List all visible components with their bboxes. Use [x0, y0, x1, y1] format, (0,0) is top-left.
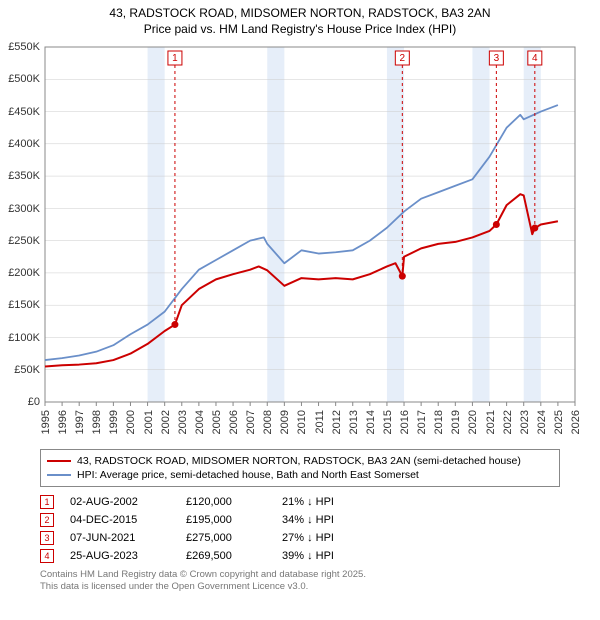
x-axis-label: 2016 [399, 410, 411, 434]
sale-row: 4 25-AUG-2023 £269,500 39% ↓ HPI [40, 547, 560, 565]
footer-line-2: This data is licensed under the Open Gov… [40, 581, 560, 593]
y-axis-label: £400K [8, 138, 40, 150]
chart-area: 1 2 3 4 £0 £50K £100K £150K £200K £250K £300K £350… [0, 37, 600, 447]
x-axis-label: 1996 [57, 410, 69, 434]
x-axis-label: 2024 [536, 410, 548, 434]
y-axis-label: £450K [8, 106, 40, 118]
sale-date: 25-AUG-2023 [70, 550, 170, 562]
x-axis-label: 2022 [502, 410, 514, 434]
y-axis-label: £300K [8, 203, 40, 215]
sale-diff: 27% ↓ HPI [282, 532, 372, 544]
sale-date: 02-AUG-2002 [70, 496, 170, 508]
x-axis-label: 1999 [108, 410, 120, 434]
sale-marker-box: 3 [40, 531, 54, 545]
x-axis-label: 1998 [91, 410, 103, 434]
sale-date: 04-DEC-2015 [70, 514, 170, 526]
x-axis-label: 2017 [416, 410, 428, 434]
x-axis-label: 2011 [314, 410, 326, 434]
x-axis-label: 2019 [450, 410, 462, 434]
x-axis-label: 2006 [228, 410, 240, 434]
svg-text:1: 1 [172, 53, 178, 64]
sale-date: 07-JUN-2021 [70, 532, 170, 544]
x-axis-label: 2021 [485, 410, 497, 434]
x-axis-label: 2005 [211, 410, 223, 434]
x-axis-label: 2003 [177, 410, 189, 434]
svg-text:4: 4 [532, 53, 538, 64]
sale-marker-box: 1 [40, 495, 54, 509]
y-axis-label: £100K [8, 332, 40, 344]
y-axis-label: £150K [8, 299, 40, 311]
x-axis-label: 1997 [74, 410, 86, 434]
y-axis-label: £500K [8, 73, 40, 85]
title-line-1: 43, RADSTOCK ROAD, MIDSOMER NORTON, RADS… [0, 6, 600, 22]
x-axis-label: 2001 [143, 410, 155, 434]
footer-line-1: Contains HM Land Registry data © Crown c… [40, 569, 560, 581]
x-axis-label: 1995 [40, 410, 52, 434]
sale-diff: 39% ↓ HPI [282, 550, 372, 562]
legend-swatch [47, 460, 71, 462]
x-axis-label: 2015 [382, 410, 394, 434]
legend-label: 43, RADSTOCK ROAD, MIDSOMER NORTON, RADS… [77, 455, 521, 467]
legend-item: HPI: Average price, semi-detached house,… [47, 468, 553, 482]
footer-attribution: Contains HM Land Registry data © Crown c… [40, 569, 560, 593]
legend-item: 43, RADSTOCK ROAD, MIDSOMER NORTON, RADS… [47, 454, 553, 468]
chart-title: 43, RADSTOCK ROAD, MIDSOMER NORTON, RADS… [0, 0, 600, 37]
sale-price: £275,000 [186, 532, 266, 544]
y-axis-label: £0 [28, 396, 40, 408]
x-axis-label: 2012 [331, 410, 343, 434]
y-axis-label: £50K [14, 364, 40, 376]
chart-svg: 1 2 3 4 [0, 37, 600, 447]
legend-label: HPI: Average price, semi-detached house,… [77, 469, 419, 481]
x-axis-label: 2004 [194, 410, 206, 434]
svg-text:2: 2 [400, 53, 406, 64]
y-axis-label: £350K [8, 170, 40, 182]
x-axis-label: 2009 [279, 410, 291, 434]
x-axis-label: 2010 [296, 410, 308, 434]
y-axis-label: £250K [8, 235, 40, 247]
svg-text:3: 3 [494, 53, 500, 64]
legend: 43, RADSTOCK ROAD, MIDSOMER NORTON, RADS… [40, 449, 560, 487]
x-axis-label: 2025 [553, 410, 565, 434]
sale-price: £120,000 [186, 496, 266, 508]
sales-table: 1 02-AUG-2002 £120,000 21% ↓ HPI 2 04-DEC-201… [40, 493, 560, 565]
sale-row: 1 02-AUG-2002 £120,000 21% ↓ HPI [40, 493, 560, 511]
y-axis-label: £550K [8, 41, 40, 53]
title-line-2: Price paid vs. HM Land Registry's House … [0, 22, 600, 38]
x-axis-label: 2020 [467, 410, 479, 434]
sale-row: 3 07-JUN-2021 £275,000 27% ↓ HPI [40, 529, 560, 547]
x-axis-label: 2014 [365, 410, 377, 434]
sale-marker-box: 4 [40, 549, 54, 563]
sale-price: £269,500 [186, 550, 266, 562]
x-axis-label: 2007 [245, 410, 257, 434]
x-axis-label: 2000 [125, 410, 137, 434]
x-axis-label: 2023 [519, 410, 531, 434]
x-axis-label: 2013 [348, 410, 360, 434]
x-axis-label: 2002 [160, 410, 172, 434]
x-axis-label: 2008 [262, 410, 274, 434]
x-axis-label: 2018 [433, 410, 445, 434]
sale-diff: 34% ↓ HPI [282, 514, 372, 526]
sale-diff: 21% ↓ HPI [282, 496, 372, 508]
x-axis-label: 2026 [570, 410, 582, 434]
y-axis-label: £200K [8, 267, 40, 279]
sale-marker-box: 2 [40, 513, 54, 527]
legend-swatch [47, 474, 71, 476]
sale-price: £195,000 [186, 514, 266, 526]
sale-row: 2 04-DEC-2015 £195,000 34% ↓ HPI [40, 511, 560, 529]
